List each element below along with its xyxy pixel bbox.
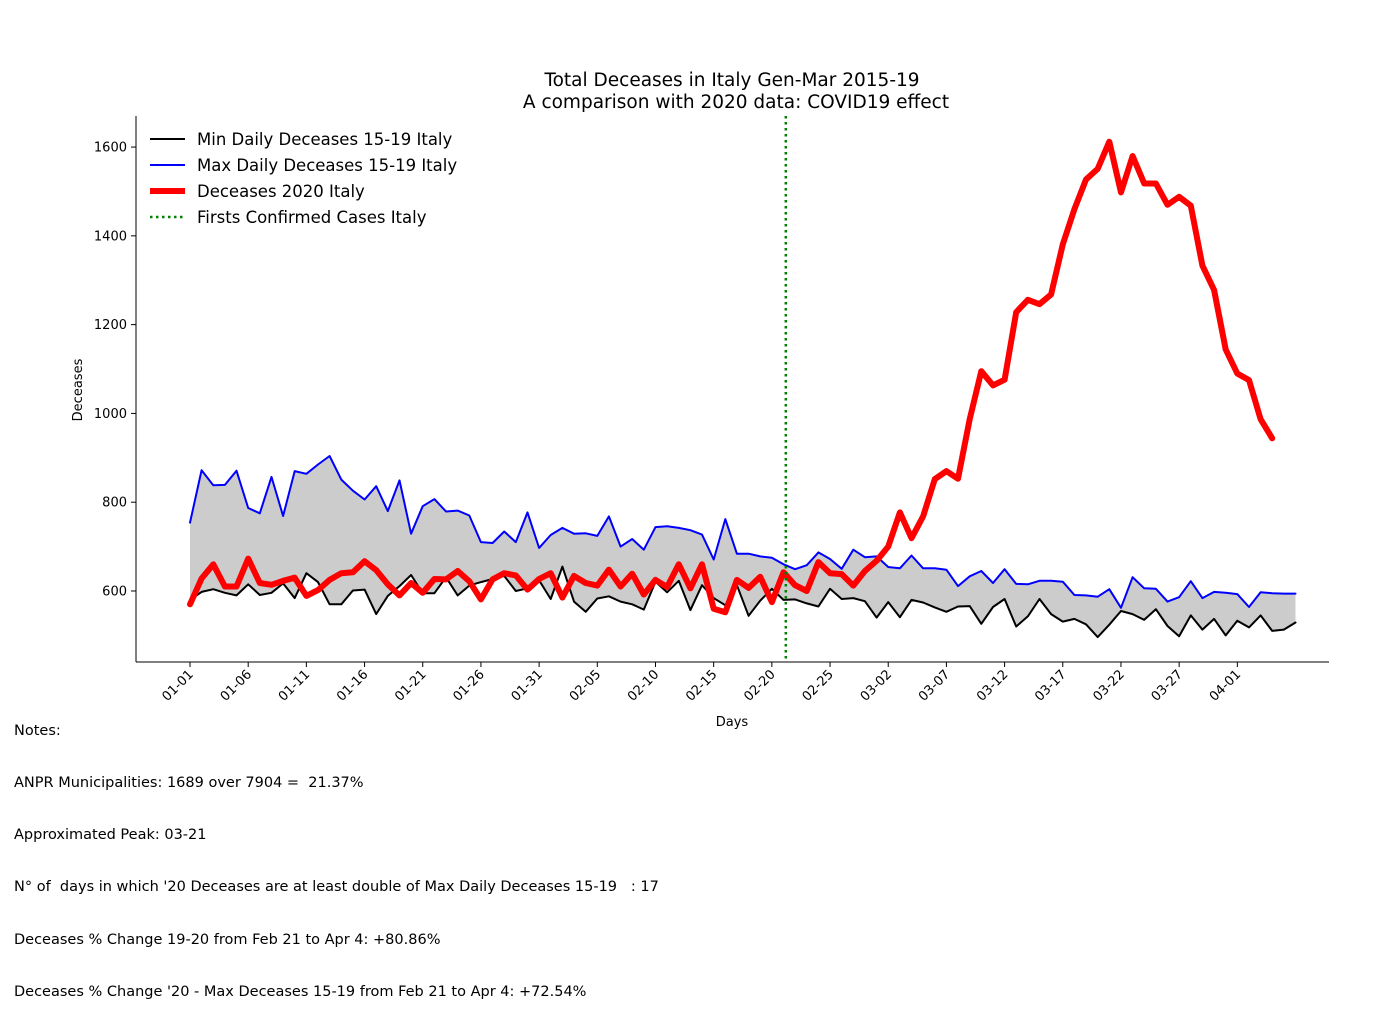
notes-header: Notes: bbox=[14, 722, 61, 739]
legend-label-first-cases: Firsts Confirmed Cases Italy bbox=[197, 208, 427, 227]
note-line: ANPR Municipalities: 1689 over 7904 = 21… bbox=[14, 775, 364, 792]
y-tick-label: 1200 bbox=[94, 318, 127, 333]
note-line: Approximated Peak: 03-21 bbox=[14, 827, 207, 844]
x-tick-label: 03-07 bbox=[916, 667, 953, 704]
min-max-band bbox=[190, 456, 1296, 638]
x-axis-label: Days bbox=[716, 715, 749, 730]
legend: Min Daily Deceases 15-19 Italy Max Daily… bbox=[150, 130, 457, 227]
y-tick-label: 600 bbox=[102, 584, 127, 599]
note-line: N° of days in which '20 Deceases are at … bbox=[14, 879, 659, 896]
x-tick-label: 02-25 bbox=[800, 667, 837, 704]
series-line-2020 bbox=[187, 138, 1276, 616]
legend-label-2020: Deceases 2020 Italy bbox=[197, 182, 365, 201]
chart-subtitle: A comparison with 2020 data: COVID19 eff… bbox=[523, 92, 949, 113]
axes-layer bbox=[135, 116, 1329, 663]
x-tick-label: 03-12 bbox=[974, 667, 1011, 704]
y-axis-label: Deceases bbox=[71, 358, 86, 421]
series-line-max bbox=[189, 455, 1297, 609]
chart-title: Total Deceases in Italy Gen-Mar 2015-19 bbox=[543, 70, 919, 91]
legend-label-min: Min Daily Deceases 15-19 Italy bbox=[197, 130, 453, 149]
legend-label-max: Max Daily Deceases 15-19 Italy bbox=[197, 156, 457, 175]
note-line: Deceases % Change 19-20 from Feb 21 to A… bbox=[14, 931, 441, 948]
y-tick-label: 1600 bbox=[94, 141, 127, 156]
x-tick-label: 03-02 bbox=[858, 667, 895, 704]
x-tick-label: 03-17 bbox=[1032, 667, 1069, 704]
y-tick-label: 1400 bbox=[94, 229, 127, 244]
series-lines-layer bbox=[187, 116, 1297, 662]
y-tick-label: 1000 bbox=[94, 407, 127, 422]
x-tick-label: 02-20 bbox=[741, 667, 778, 704]
notes-block: Notes: ANPR Municipalities: 1689 over 79… bbox=[14, 688, 659, 1019]
note-line: Deceases % Change '20 - Max Deceases 15-… bbox=[14, 983, 587, 1000]
x-tick-label: 04-01 bbox=[1207, 667, 1244, 704]
y-tick-label: 800 bbox=[102, 496, 127, 511]
min-max-band-layer bbox=[190, 456, 1296, 638]
x-tick-label: 03-27 bbox=[1149, 667, 1186, 704]
x-tick-label: 02-15 bbox=[683, 667, 720, 704]
x-tick-label: 03-22 bbox=[1090, 667, 1127, 704]
series-line-min bbox=[189, 565, 1297, 639]
